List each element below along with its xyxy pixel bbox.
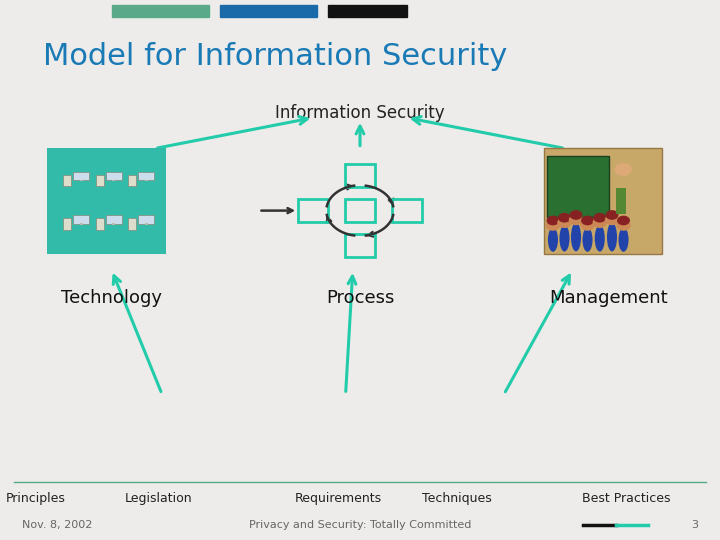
Bar	[345, 164, 375, 187]
Bar	[112, 180, 115, 181]
Bar	[80, 224, 83, 225]
Circle shape	[558, 213, 571, 222]
Bar	[145, 180, 148, 181]
Text: Privacy and Security: Totally Committed: Privacy and Security: Totally Committed	[249, 520, 471, 530]
Bar	[63, 175, 71, 186]
Ellipse shape	[559, 225, 570, 252]
Ellipse shape	[595, 225, 605, 252]
Ellipse shape	[571, 222, 581, 252]
Text: Best Practices: Best Practices	[582, 492, 670, 505]
Ellipse shape	[618, 228, 629, 252]
Ellipse shape	[548, 228, 558, 252]
Bar	[544, 148, 662, 254]
Circle shape	[606, 210, 618, 220]
Bar	[138, 215, 154, 224]
Bar	[328, 5, 407, 17]
Text: Nov. 8, 2002: Nov. 8, 2002	[22, 520, 92, 530]
Bar	[73, 172, 89, 180]
Circle shape	[617, 215, 630, 225]
Bar	[128, 175, 136, 186]
Ellipse shape	[607, 222, 617, 252]
Circle shape	[615, 163, 632, 176]
Text: Techniques: Techniques	[423, 492, 492, 505]
Circle shape	[546, 215, 559, 225]
Bar	[73, 215, 89, 224]
Bar	[112, 224, 115, 225]
Bar	[96, 175, 104, 186]
Bar	[128, 218, 136, 230]
Circle shape	[616, 220, 631, 231]
Circle shape	[605, 214, 619, 225]
Ellipse shape	[582, 228, 593, 252]
Circle shape	[569, 214, 583, 225]
Bar	[616, 188, 626, 214]
Circle shape	[570, 210, 582, 220]
Text: Process: Process	[326, 289, 394, 307]
Circle shape	[580, 220, 595, 231]
Text: Technology: Technology	[61, 289, 162, 307]
Bar	[63, 218, 71, 230]
Bar	[138, 172, 154, 180]
Bar	[106, 215, 122, 224]
Text: Model for Information Security: Model for Information Security	[43, 42, 508, 71]
Text: Principles: Principles	[6, 492, 66, 505]
Bar	[96, 218, 104, 230]
Bar	[547, 156, 609, 217]
Bar	[80, 180, 83, 181]
Text: 3: 3	[691, 520, 698, 530]
Circle shape	[557, 217, 572, 228]
Circle shape	[546, 220, 560, 231]
Bar	[112, 5, 209, 17]
Text: Legislation: Legislation	[125, 492, 192, 505]
Text: Requirements: Requirements	[294, 492, 382, 505]
Circle shape	[593, 217, 607, 228]
Bar	[298, 199, 328, 222]
Bar	[392, 199, 422, 222]
Circle shape	[593, 213, 606, 222]
Text: Management: Management	[549, 289, 667, 307]
Text: Information Security: Information Security	[275, 104, 445, 123]
Bar	[145, 224, 148, 225]
Bar	[345, 234, 375, 257]
Bar	[345, 199, 375, 222]
Circle shape	[581, 215, 594, 225]
Bar	[220, 5, 317, 17]
Bar	[47, 148, 166, 254]
Bar	[106, 172, 122, 180]
